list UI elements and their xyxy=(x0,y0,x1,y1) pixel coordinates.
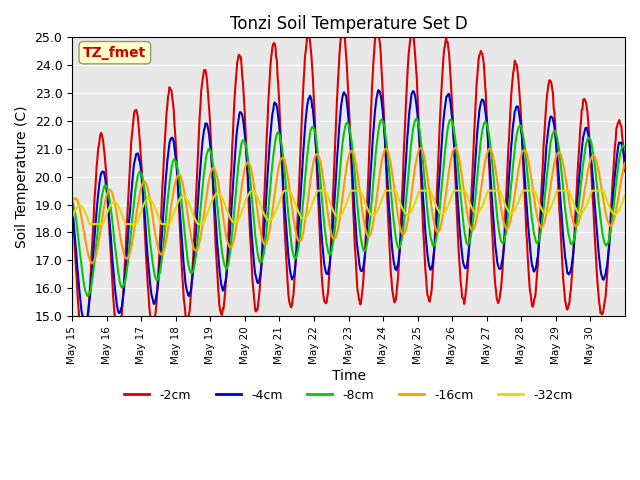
-16cm xyxy=(88,261,96,266)
-8cm xyxy=(406,151,414,156)
-4cm xyxy=(438,138,445,144)
-2cm xyxy=(284,280,291,286)
-8cm xyxy=(284,204,291,209)
-16cm xyxy=(263,239,271,245)
-8cm xyxy=(438,182,445,188)
Line: -32cm: -32cm xyxy=(72,191,625,224)
-8cm xyxy=(236,155,243,160)
-32cm xyxy=(285,188,292,193)
-16cm xyxy=(621,160,629,166)
-2cm xyxy=(134,113,141,119)
-2cm xyxy=(263,132,271,138)
-8cm xyxy=(413,116,420,121)
-2cm xyxy=(438,79,445,85)
-16cm xyxy=(236,201,243,206)
-32cm xyxy=(68,215,76,220)
-32cm xyxy=(86,221,94,227)
-16cm xyxy=(134,203,141,209)
-16cm xyxy=(452,144,460,150)
-4cm xyxy=(263,186,271,192)
-4cm xyxy=(374,87,382,93)
-16cm xyxy=(406,202,414,207)
-16cm xyxy=(284,173,291,179)
-8cm xyxy=(621,144,629,150)
-16cm xyxy=(437,221,445,227)
Line: -8cm: -8cm xyxy=(72,119,625,296)
-32cm xyxy=(134,218,141,224)
-4cm xyxy=(236,111,243,117)
Text: TZ_fmet: TZ_fmet xyxy=(83,46,147,60)
-2cm xyxy=(236,52,243,58)
-32cm xyxy=(281,188,289,193)
-4cm xyxy=(81,320,89,325)
-4cm xyxy=(68,206,76,212)
-16cm xyxy=(68,200,76,206)
-4cm xyxy=(284,244,291,250)
-8cm xyxy=(134,173,141,179)
-2cm xyxy=(373,26,381,32)
-32cm xyxy=(263,216,271,222)
Title: Tonzi Soil Temperature Set D: Tonzi Soil Temperature Set D xyxy=(230,15,467,33)
-4cm xyxy=(134,151,141,156)
-4cm xyxy=(407,96,415,102)
-32cm xyxy=(621,192,629,198)
-32cm xyxy=(236,215,243,220)
-8cm xyxy=(68,198,76,204)
X-axis label: Time: Time xyxy=(332,369,365,383)
Line: -2cm: -2cm xyxy=(72,29,625,348)
Y-axis label: Soil Temperature (C): Soil Temperature (C) xyxy=(15,106,29,248)
-2cm xyxy=(80,346,88,351)
-32cm xyxy=(407,209,415,215)
Legend: -2cm, -4cm, -8cm, -16cm, -32cm: -2cm, -4cm, -8cm, -16cm, -32cm xyxy=(120,384,578,407)
Line: -4cm: -4cm xyxy=(72,90,625,323)
-8cm xyxy=(83,293,91,299)
-4cm xyxy=(621,163,629,168)
-2cm xyxy=(68,201,76,207)
-2cm xyxy=(407,32,415,38)
-2cm xyxy=(621,168,629,174)
Line: -16cm: -16cm xyxy=(72,147,625,264)
-8cm xyxy=(263,225,271,230)
-32cm xyxy=(438,211,445,217)
